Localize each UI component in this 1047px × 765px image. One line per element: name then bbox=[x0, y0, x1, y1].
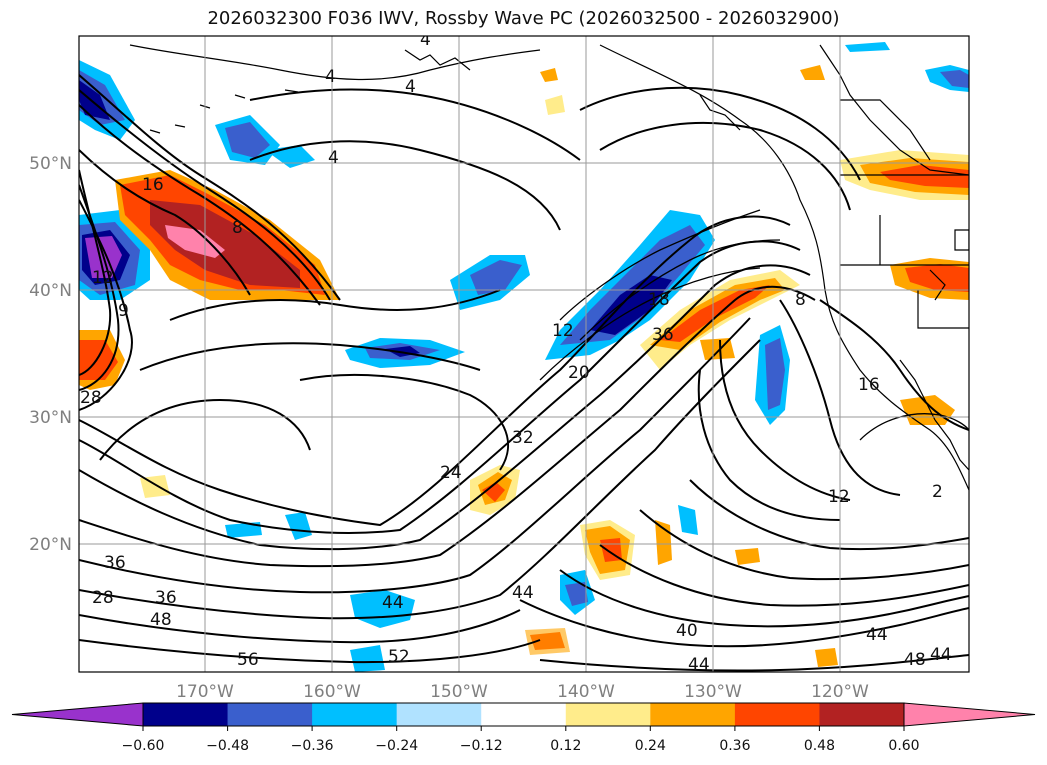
contour-label: 4 bbox=[405, 77, 416, 97]
colorbar-tick-label: 0.60 bbox=[888, 738, 919, 754]
colorbar-swatch bbox=[312, 703, 398, 726]
lon-label: 160°W bbox=[303, 682, 361, 702]
contour-label: 44 bbox=[688, 655, 710, 675]
contour-label: 9 bbox=[118, 301, 129, 321]
colorbar-tick-label: −0.60 bbox=[122, 738, 165, 754]
contour-label: 48 bbox=[150, 610, 172, 630]
contour-label: 4 bbox=[325, 67, 336, 87]
contour-label: 2 bbox=[932, 482, 943, 502]
colorbar-swatch bbox=[819, 703, 905, 726]
contour-label: 8 bbox=[795, 290, 806, 310]
contour-label: 16 bbox=[858, 375, 880, 395]
contour-label: 24 bbox=[440, 463, 462, 483]
contour-label: 28 bbox=[80, 388, 102, 408]
map-layers: 4 4 4 4 16 8 12 9 28 12 20 18 36 8 16 24… bbox=[79, 30, 969, 675]
colorbar-tick-label: −0.12 bbox=[460, 738, 503, 754]
colorbar-swatch bbox=[143, 703, 229, 726]
contour-labels: 4 4 4 4 16 8 12 9 28 12 20 18 36 8 16 24… bbox=[80, 30, 952, 675]
contour-label: 44 bbox=[512, 583, 534, 603]
lat-labels: 50°N 40°N 30°N 20°N bbox=[29, 154, 72, 555]
contour-label: 4 bbox=[328, 148, 339, 168]
contour-label: 40 bbox=[676, 621, 698, 641]
colorbar-tick-label: −0.36 bbox=[291, 738, 334, 754]
contour-label: 48 bbox=[904, 650, 926, 670]
lon-labels: 170°W 160°W 150°W 140°W 130°W 120°W bbox=[176, 682, 869, 702]
colorbar-ticks bbox=[142, 726, 905, 731]
lat-label: 20°N bbox=[29, 535, 72, 555]
colorbar-extend-min bbox=[11, 702, 144, 727]
contour-label: 4 bbox=[420, 30, 431, 50]
contour-label: 28 bbox=[92, 588, 114, 608]
contour-label: 36 bbox=[652, 325, 674, 345]
colorbar-tick-label: −0.48 bbox=[206, 738, 249, 754]
contour-label: 36 bbox=[155, 588, 177, 608]
contour-label: 44 bbox=[866, 625, 888, 645]
contour-label: 56 bbox=[237, 650, 259, 670]
lon-label: 170°W bbox=[176, 682, 234, 702]
colorbar-tick-label: 0.12 bbox=[550, 738, 581, 754]
contour-label: 20 bbox=[568, 363, 590, 383]
lat-label: 30°N bbox=[29, 408, 72, 428]
colorbar: −0.60 −0.48 −0.36 −0.24 −0.12 0.12 0.24 … bbox=[11, 702, 1036, 754]
lat-label: 50°N bbox=[29, 154, 72, 174]
colorbar-swatch bbox=[650, 703, 736, 726]
contour-label: 32 bbox=[512, 428, 534, 448]
contour-label: 18 bbox=[648, 290, 670, 310]
colorbar-swatches bbox=[11, 702, 1036, 727]
contour-label: 44 bbox=[930, 645, 952, 665]
map-border bbox=[78, 35, 970, 673]
contour-label: 52 bbox=[388, 647, 410, 667]
contour-label: 36 bbox=[104, 553, 126, 573]
colorbar-tick-label: 0.24 bbox=[635, 738, 666, 754]
colorbar-swatch bbox=[227, 703, 313, 726]
colorbar-swatch bbox=[396, 703, 482, 726]
contour-label: 44 bbox=[382, 593, 404, 613]
contour-label: 8 bbox=[232, 218, 243, 238]
colorbar-swatch bbox=[481, 703, 567, 726]
colorbar-swatch bbox=[734, 703, 820, 726]
colorbar-tick-label: −0.24 bbox=[375, 738, 418, 754]
coastlines bbox=[129, 44, 969, 491]
lon-label: 140°W bbox=[557, 682, 615, 702]
lat-label: 40°N bbox=[29, 281, 72, 301]
contour-label: 12 bbox=[828, 487, 850, 507]
colorbar-border bbox=[142, 702, 905, 727]
lon-label: 130°W bbox=[684, 682, 742, 702]
shading-layer bbox=[79, 42, 969, 672]
contour-label: 16 bbox=[142, 175, 164, 195]
colorbar-swatch bbox=[565, 703, 651, 726]
lon-label: 150°W bbox=[430, 682, 488, 702]
colorbar-tick-label: 0.36 bbox=[719, 738, 750, 754]
iwv-contours-thin bbox=[539, 209, 969, 441]
contour-label: 12 bbox=[92, 268, 114, 288]
map-plot-area bbox=[79, 36, 969, 672]
map-title: 2026032300 F036 IWV, Rossby Wave PC (202… bbox=[207, 8, 840, 29]
graticule bbox=[79, 36, 969, 672]
colorbar-labels: −0.60 −0.48 −0.36 −0.24 −0.12 0.12 0.24 … bbox=[122, 738, 920, 754]
colorbar-tick-label: 0.48 bbox=[804, 738, 835, 754]
colorbar-extend-max bbox=[903, 702, 1036, 727]
contour-label: 12 bbox=[552, 321, 574, 341]
lon-label: 120°W bbox=[811, 682, 869, 702]
